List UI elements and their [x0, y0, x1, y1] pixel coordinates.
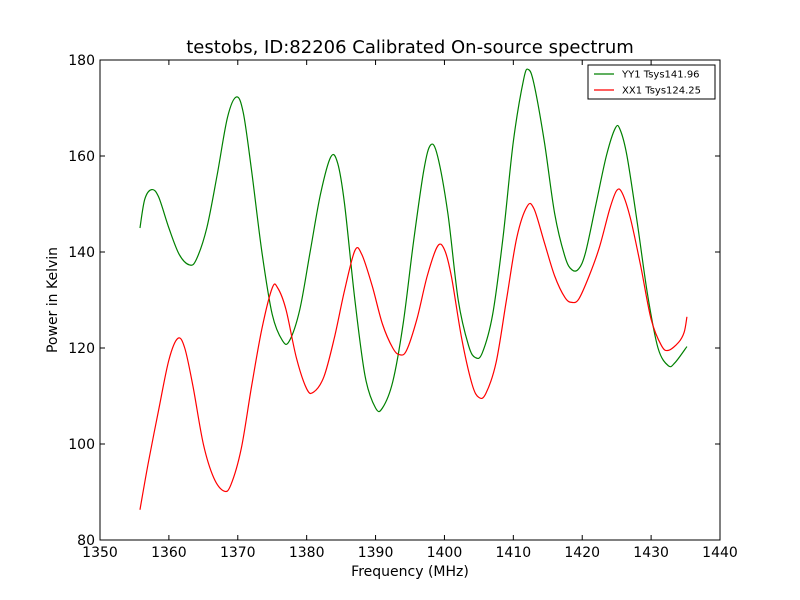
x-tick-label: 1410: [496, 545, 532, 561]
y-tick-label: 180: [68, 53, 95, 69]
x-tick-label: 1400: [427, 545, 463, 561]
x-tick-label: 1430: [633, 545, 669, 561]
series-line-xx1: [139, 188, 688, 510]
legend-label-yy1: YY1 Tsys141.96: [621, 70, 700, 81]
x-axis-label: Frequency (MHz): [351, 564, 469, 580]
x-tick-label: 1360: [151, 545, 187, 561]
legend: YY1 Tsys141.96 XX1 Tsys124.25: [587, 64, 716, 100]
legend-box: [587, 64, 716, 100]
x-tick-label: 1350: [82, 545, 118, 561]
y-tick-label: 120: [68, 341, 95, 357]
legend-label-xx1: XX1 Tsys124.25: [622, 86, 701, 97]
chart-title: testobs, ID:82206 Calibrated On-source s…: [186, 37, 634, 58]
plot-area: [99, 59, 721, 541]
y-tick-label: 80: [77, 533, 95, 549]
x-tick-label: 1370: [220, 545, 256, 561]
x-tick-label: 1390: [358, 545, 394, 561]
x-tick-label: 1420: [564, 545, 600, 561]
y-tick-label: 100: [68, 437, 95, 453]
y-axis-label: Power in Kelvin: [45, 247, 61, 353]
y-tick-label: 160: [68, 149, 95, 165]
x-tick-label: 1440: [702, 545, 738, 561]
series-line-yy1: [139, 68, 688, 413]
y-tick-label: 140: [68, 245, 95, 261]
series-layer: [139, 68, 688, 510]
x-tick-label: 1380: [289, 545, 325, 561]
axis-ticks: 1350 1360 1370 1380 1390 1400 1410 1420 1430 1440…: [68, 53, 738, 561]
